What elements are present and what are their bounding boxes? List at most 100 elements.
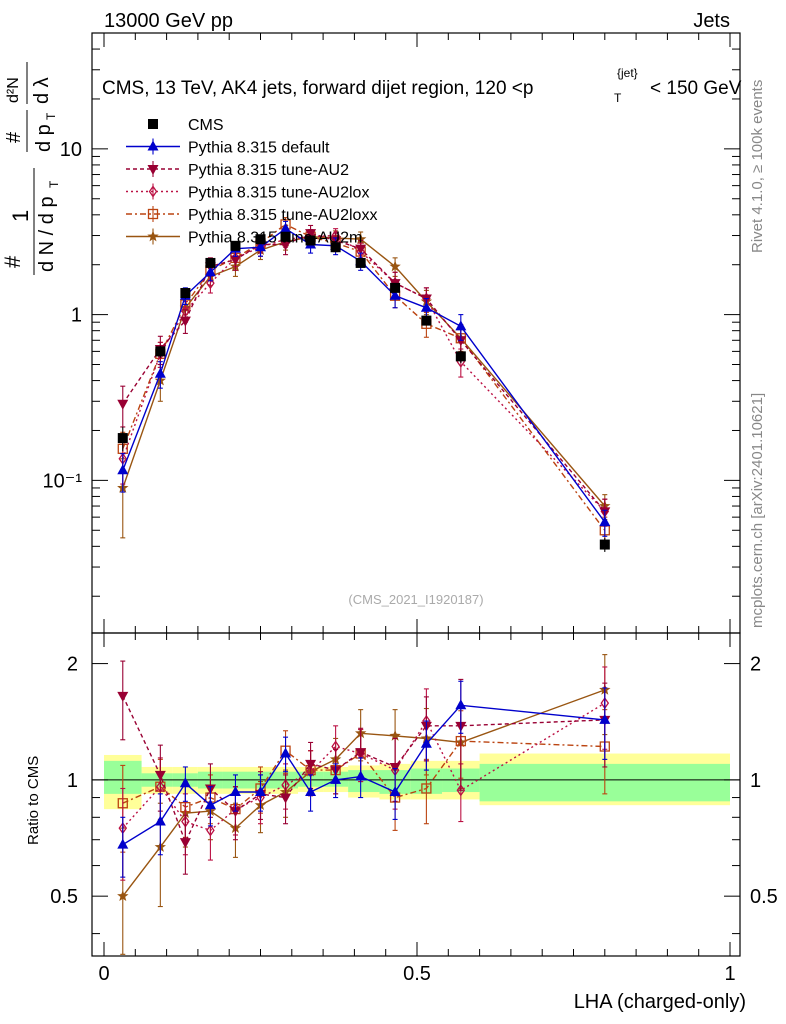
x-tick-label: 1 bbox=[724, 963, 735, 985]
rivet-version-text: Rivet 4.1.0, ≥ 100k events bbox=[749, 80, 766, 253]
ratio-panel bbox=[91, 632, 741, 957]
ratio-point-au2 bbox=[117, 691, 129, 702]
header-right: Jets bbox=[693, 10, 730, 32]
ratio-series bbox=[117, 654, 611, 955]
ratio-point-default bbox=[420, 737, 432, 748]
ratio-y-tick-label-right: 2 bbox=[750, 654, 761, 676]
data-point-default bbox=[280, 222, 292, 233]
legend-marker-cms bbox=[148, 119, 158, 129]
main-series bbox=[117, 217, 611, 552]
legend-entry-au2m: Pythia 8.315 tune-AU2m bbox=[126, 228, 362, 247]
series-au2lox bbox=[118, 228, 610, 527]
ratio-y-tick-label-right: 1 bbox=[750, 770, 761, 792]
ratio-point-au2lox bbox=[456, 784, 466, 797]
data-point-default bbox=[599, 516, 611, 527]
ylabel-hash: # bbox=[0, 255, 25, 268]
data-point-cms bbox=[330, 242, 341, 253]
ratio-point-default bbox=[229, 786, 241, 797]
data-point-cms bbox=[255, 234, 266, 245]
ratio-point-au2loxx bbox=[421, 783, 432, 794]
ratio-line-au2lox bbox=[122, 702, 606, 832]
ylabel-frac2-num: # bbox=[3, 131, 25, 143]
series-au2m bbox=[117, 229, 611, 539]
x-axis-label: LHA (charged-only) bbox=[574, 991, 746, 1013]
ylabel-frac3-den: d λ bbox=[31, 77, 53, 104]
data-point-default bbox=[154, 367, 166, 378]
ratio-point-default bbox=[355, 770, 367, 781]
y-axis-label-ratio: Ratio to CMS bbox=[25, 756, 42, 845]
legend-label: Pythia 8.315 tune-AU2 bbox=[188, 162, 349, 179]
y-axis-label-main: # 1 d N / d p T # d p T d²N d λ bbox=[0, 62, 61, 275]
plot-title: CMS, 13 TeV, AK4 jets, forward dijet reg… bbox=[102, 66, 742, 105]
data-point-cms bbox=[355, 257, 366, 268]
ratio-point-default bbox=[305, 786, 317, 797]
ratio-point-au2 bbox=[389, 762, 401, 773]
series-line-au2 bbox=[122, 232, 606, 512]
ratio-point-au2 bbox=[154, 770, 166, 781]
series-line-au2m bbox=[122, 235, 606, 507]
data-point-au2 bbox=[117, 399, 129, 410]
title-main: CMS, 13 TeV, AK4 jets, forward dijet reg… bbox=[102, 78, 533, 99]
data-point-cms bbox=[230, 240, 241, 251]
ratio-point-default bbox=[330, 773, 342, 784]
ratio-point-default bbox=[455, 699, 467, 710]
ratio-y-tick-label-right: 0.5 bbox=[750, 886, 778, 908]
legend-entry-au2: Pythia 8.315 tune-AU2 bbox=[126, 161, 349, 179]
data-point-au2 bbox=[455, 336, 467, 347]
data-point-cms bbox=[205, 257, 216, 268]
title-sub: T bbox=[614, 91, 622, 105]
legend-entry-default: Pythia 8.315 default bbox=[126, 138, 330, 157]
data-point-cms bbox=[155, 346, 166, 357]
data-point-default bbox=[117, 464, 129, 475]
y-tick-label: 10⁻¹ bbox=[43, 470, 83, 492]
data-point-cms bbox=[599, 539, 610, 550]
legend-label: CMS bbox=[188, 117, 224, 134]
ratio-uncertainty-bands bbox=[104, 753, 730, 810]
y-tick-label: 10 bbox=[60, 139, 82, 161]
ratio-y-tick-label: 0.5 bbox=[50, 886, 78, 908]
data-point-cms bbox=[117, 433, 128, 444]
analysis-watermark: (CMS_2021_I1920187) bbox=[348, 592, 483, 607]
ratio-point-default bbox=[599, 713, 611, 724]
ratio-point-default bbox=[255, 786, 266, 797]
legend-label: Pythia 8.315 default bbox=[188, 140, 330, 157]
ylabel-frac2-den: d p bbox=[33, 124, 55, 152]
legend-entry-cms: CMS bbox=[148, 117, 224, 134]
ratio-point-default bbox=[389, 786, 401, 797]
ratio-series-default bbox=[117, 680, 611, 878]
band-inner-bin bbox=[348, 770, 380, 793]
ratio-y-tick-label: 2 bbox=[67, 654, 78, 676]
data-point-cms bbox=[180, 288, 191, 299]
data-point-default bbox=[204, 266, 216, 277]
ylabel-num: 1 bbox=[8, 210, 33, 222]
ratio-line-au2 bbox=[122, 695, 605, 844]
series-line-default bbox=[122, 227, 606, 523]
data-point-cms bbox=[421, 315, 432, 326]
data-point-au2m bbox=[355, 233, 367, 245]
data-point-cms bbox=[390, 282, 401, 293]
title-tail: < 150 GeV bbox=[650, 78, 742, 99]
ratio-point-au2m bbox=[117, 890, 129, 901]
ylabel-den: d N / d p bbox=[36, 196, 58, 272]
data-point-au2lox bbox=[206, 276, 215, 290]
ratio-point-au2 bbox=[179, 838, 191, 849]
ylabel-frac3-num: d²N bbox=[5, 77, 22, 103]
ratio-point-default bbox=[117, 838, 129, 849]
y-tick-label: 1 bbox=[71, 305, 82, 327]
data-point-default bbox=[389, 289, 401, 300]
data-point-default bbox=[455, 320, 467, 331]
data-point-au2 bbox=[280, 240, 292, 251]
legend-marker-au2lox bbox=[148, 185, 158, 198]
series-line-au2loxx bbox=[122, 223, 606, 531]
title-sup: {jet} bbox=[617, 66, 638, 80]
ratio-point-default bbox=[204, 799, 216, 810]
ratio-point-default bbox=[179, 777, 191, 788]
ratio-point-au2 bbox=[305, 759, 317, 770]
series-line-au2lox bbox=[122, 234, 606, 512]
ratio-point-au2lox bbox=[206, 824, 215, 837]
ratio-point-default bbox=[154, 815, 166, 826]
data-point-cms bbox=[280, 231, 291, 242]
legend-marker-au2 bbox=[147, 165, 159, 175]
ylabel-frac2-den-sub: T bbox=[44, 112, 58, 120]
